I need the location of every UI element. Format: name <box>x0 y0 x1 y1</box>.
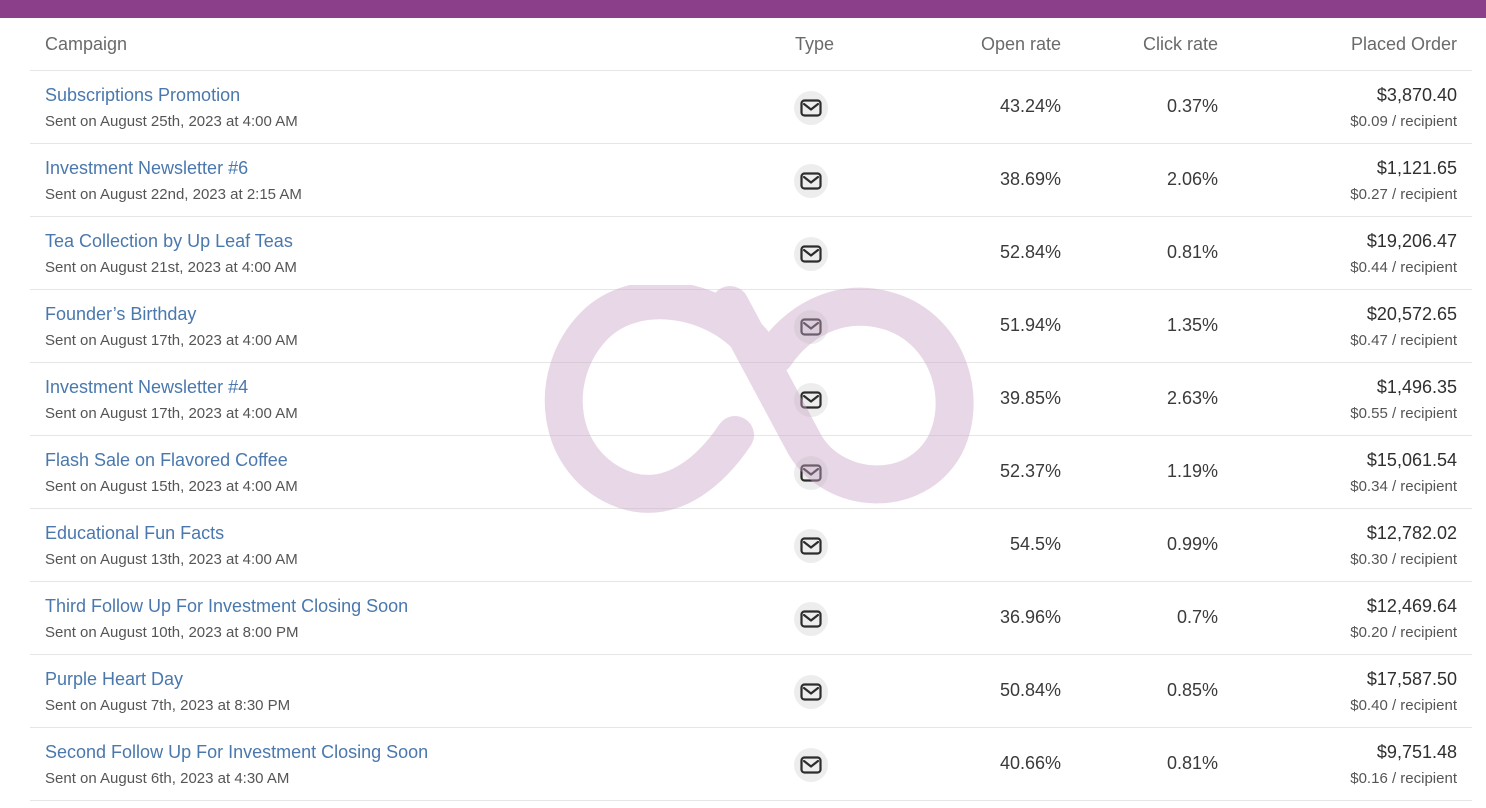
per-recipient-value: $0.20 / recipient <box>1350 624 1457 641</box>
top-bar <box>0 0 1486 18</box>
table-row: Subscriptions Promotion Sent on August 25… <box>30 71 1472 144</box>
open-rate-value: 52.37% <box>999 461 1061 481</box>
campaign-sent-date: Sent on August 10th, 2023 at 8:00 PM <box>45 624 299 641</box>
column-header-open-rate[interactable]: Open rate <box>980 34 1061 54</box>
campaign-sent-date: Sent on August 22nd, 2023 at 2:15 AM <box>45 186 302 203</box>
email-icon <box>794 91 828 125</box>
campaign-name-link[interactable]: Tea Collection by Up Leaf Teas <box>45 231 293 251</box>
campaign-name-link[interactable]: Third Follow Up For Investment Closing S… <box>45 596 409 616</box>
email-icon <box>794 164 828 198</box>
open-rate-value: 51.94% <box>999 315 1061 335</box>
column-header-type[interactable]: Type <box>795 34 835 54</box>
campaign-sent-date: Sent on August 7th, 2023 at 8:30 PM <box>45 697 291 714</box>
placed-order-value: $20,572.65 <box>1366 304 1457 324</box>
open-rate-value: 36.96% <box>999 607 1061 627</box>
email-icon <box>794 675 828 709</box>
table-row: Third Follow Up For Investment Closing S… <box>30 582 1472 655</box>
table-row: Investment Newsletter #4 Sent on August 1… <box>30 363 1472 436</box>
campaign-table: Campaign Type Open rate Click rate Place… <box>30 18 1472 801</box>
campaign-sent-date: Sent on August 21st, 2023 at 4:00 AM <box>45 259 297 276</box>
placed-order-value: $15,061.54 <box>1366 450 1457 470</box>
campaign-name-link[interactable]: Flash Sale on Flavored Coffee <box>45 450 288 470</box>
click-rate-value: 1.35% <box>1166 315 1218 335</box>
column-header-campaign[interactable]: Campaign <box>45 34 128 54</box>
click-rate-value: 2.06% <box>1166 169 1218 189</box>
campaign-name-link[interactable]: Second Follow Up For Investment Closing … <box>45 742 429 762</box>
table-row: Educational Fun Facts Sent on August 13th… <box>30 509 1472 582</box>
per-recipient-value: $0.40 / recipient <box>1350 697 1457 714</box>
email-icon <box>794 237 828 271</box>
click-rate-value: 0.85% <box>1166 680 1218 700</box>
click-rate-value: 2.63% <box>1166 388 1218 408</box>
placed-order-value: $9,751.48 <box>1376 742 1457 762</box>
open-rate-value: 52.84% <box>999 242 1061 262</box>
click-rate-value: 0.99% <box>1166 534 1218 554</box>
table-row: Purple Heart Day Sent on August 7th, 2023… <box>30 655 1472 728</box>
per-recipient-value: $0.47 / recipient <box>1350 332 1457 349</box>
per-recipient-value: $0.34 / recipient <box>1350 478 1457 495</box>
campaign-name-link[interactable]: Investment Newsletter #4 <box>45 377 249 397</box>
open-rate-value: 54.5% <box>1009 534 1061 554</box>
per-recipient-value: $0.55 / recipient <box>1350 405 1457 422</box>
placed-order-value: $17,587.50 <box>1366 669 1457 689</box>
per-recipient-value: $0.27 / recipient <box>1350 186 1457 203</box>
placed-order-value: $3,870.40 <box>1376 85 1457 105</box>
table-row: Tea Collection by Up Leaf Teas Sent on Au… <box>30 217 1472 290</box>
placed-order-value: $19,206.47 <box>1366 231 1457 251</box>
email-icon <box>794 529 828 563</box>
table-header: Campaign Type Open rate Click rate Place… <box>30 18 1472 71</box>
email-icon <box>794 383 828 417</box>
campaign-sent-date: Sent on August 25th, 2023 at 4:00 AM <box>45 113 298 130</box>
campaign-sent-date: Sent on August 13th, 2023 at 4:00 AM <box>45 551 298 568</box>
campaign-sent-date: Sent on August 17th, 2023 at 4:00 AM <box>45 405 298 422</box>
campaign-sent-date: Sent on August 17th, 2023 at 4:00 AM <box>45 332 298 349</box>
open-rate-value: 50.84% <box>999 680 1061 700</box>
click-rate-value: 0.37% <box>1166 96 1218 116</box>
campaign-name-link[interactable]: Subscriptions Promotion <box>45 85 241 105</box>
table-row: Investment Newsletter #6 Sent on August 2… <box>30 144 1472 217</box>
campaign-name-link[interactable]: Educational Fun Facts <box>45 523 225 543</box>
placed-order-value: $1,121.65 <box>1376 158 1457 178</box>
campaign-name-link[interactable]: Investment Newsletter #6 <box>45 158 249 178</box>
email-icon <box>794 310 828 344</box>
placed-order-value: $1,496.35 <box>1376 377 1457 397</box>
open-rate-value: 43.24% <box>999 96 1061 116</box>
click-rate-value: 0.81% <box>1166 753 1218 773</box>
email-icon <box>794 748 828 782</box>
open-rate-value: 39.85% <box>999 388 1061 408</box>
campaign-sent-date: Sent on August 15th, 2023 at 4:00 AM <box>45 478 298 495</box>
campaign-sent-date: Sent on August 6th, 2023 at 4:30 AM <box>45 770 290 787</box>
per-recipient-value: $0.30 / recipient <box>1350 551 1457 568</box>
per-recipient-value: $0.16 / recipient <box>1350 770 1457 787</box>
campaign-name-link[interactable]: Purple Heart Day <box>45 669 184 689</box>
table-row: Flash Sale on Flavored Coffee Sent on Aug… <box>30 436 1472 509</box>
click-rate-value: 0.81% <box>1166 242 1218 262</box>
per-recipient-value: $0.09 / recipient <box>1350 113 1457 130</box>
click-rate-value: 0.7% <box>1176 607 1218 627</box>
column-header-placed-order[interactable]: Placed Order <box>1350 34 1457 54</box>
open-rate-value: 38.69% <box>999 169 1061 189</box>
email-icon <box>794 456 828 490</box>
table-body: Subscriptions Promotion Sent on August 25… <box>30 71 1472 801</box>
table-row: Second Follow Up For Investment Closing … <box>30 728 1472 801</box>
campaign-name-link[interactable]: Founder’s Birthday <box>45 304 197 324</box>
placed-order-value: $12,469.64 <box>1366 596 1457 616</box>
placed-order-value: $12,782.02 <box>1366 523 1457 543</box>
per-recipient-value: $0.44 / recipient <box>1350 259 1457 276</box>
open-rate-value: 40.66% <box>999 753 1061 773</box>
column-header-click-rate[interactable]: Click rate <box>1142 34 1218 54</box>
click-rate-value: 1.19% <box>1166 461 1218 481</box>
table-row: Founder’s Birthday Sent on August 17th, 2… <box>30 290 1472 363</box>
email-icon <box>794 602 828 636</box>
